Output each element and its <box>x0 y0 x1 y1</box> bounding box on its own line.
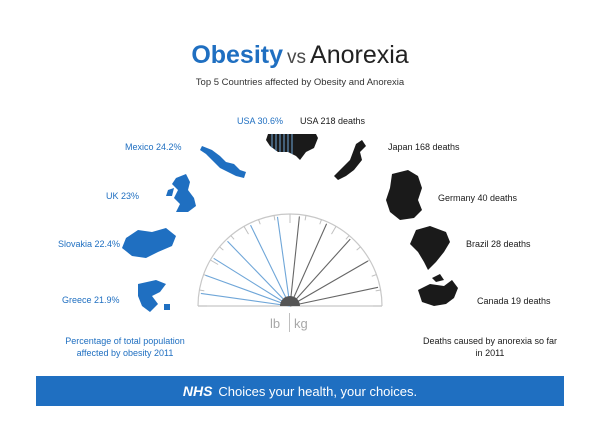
anorexia-maps <box>334 140 458 306</box>
gauge-tick <box>230 235 235 240</box>
greece-map <box>138 280 170 312</box>
gauge-tick <box>199 289 205 292</box>
gauge-tick <box>331 226 337 235</box>
page-title: Obesity vs Anorexia <box>0 40 600 73</box>
gauge <box>197 213 383 307</box>
anorexia-needle <box>289 238 351 307</box>
obesity-maps <box>122 134 318 312</box>
obesity-needle <box>227 240 291 307</box>
gauge-tick <box>219 246 224 251</box>
gauge-tick <box>319 219 322 225</box>
obesity-label-usa: USA 30.6% <box>237 116 284 126</box>
gauge-tick <box>243 226 249 235</box>
uk-map <box>166 174 196 212</box>
obesity-label-greece: Greece 21.9% <box>62 295 120 305</box>
canada-map <box>418 274 458 306</box>
unit-lb: lb <box>270 316 281 331</box>
mexico-map <box>200 146 246 178</box>
anorexia-note: Deaths caused by anorexia so far in 2011 <box>422 336 558 358</box>
anorexia-label-usa: USA 218 deaths <box>300 116 366 126</box>
anorexia-label-brazil: Brazil 28 deaths <box>466 239 531 249</box>
gauge-tick <box>273 215 276 221</box>
title-anorexia: Anorexia <box>310 41 409 69</box>
gauge-needles <box>200 216 379 307</box>
gauge-tick <box>258 219 261 225</box>
nhs-logo: NHS <box>182 383 213 399</box>
obesity-needle <box>213 257 291 307</box>
japan-map <box>334 140 366 180</box>
gauge-tick <box>210 259 219 265</box>
obesity-label-uk: UK 23% <box>106 191 140 201</box>
unit-separator <box>289 313 290 332</box>
gauge-tick <box>304 215 307 221</box>
anorexia-needle <box>289 260 369 307</box>
gauge-tick <box>371 274 377 277</box>
obesity-needle <box>205 274 291 307</box>
anorexia-needle <box>289 286 379 307</box>
anorexia-needle <box>289 223 328 307</box>
obesity-note: Percentage of total population affected … <box>65 336 185 358</box>
gauge-hub <box>280 296 300 306</box>
brazil-map <box>410 226 450 270</box>
anorexia-needle <box>289 216 300 307</box>
unit-kg: kg <box>294 316 308 331</box>
gauge-tick <box>356 246 361 251</box>
title-obesity: Obesity <box>191 41 284 69</box>
title-vs: vs <box>287 47 307 68</box>
anorexia-label-japan: Japan 168 deaths <box>388 142 460 152</box>
obesity-label-slovakia: Slovakia 22.4% <box>58 239 121 249</box>
anorexia-label-canada: Canada 19 deaths <box>477 296 551 306</box>
obesity-needle <box>276 216 291 307</box>
germany-map <box>386 170 422 220</box>
anorexia-label-germany: Germany 40 deaths <box>438 193 518 203</box>
footer-banner: NHS Choices your health, your choices. <box>36 376 564 406</box>
gauge-tick <box>345 235 350 240</box>
slovakia-map <box>122 228 176 258</box>
obesity-needle <box>200 292 291 307</box>
page-subtitle: Top 5 Countries affected by Obesity and … <box>195 77 405 88</box>
footer-tagline: Choices your health, your choices. <box>218 383 418 399</box>
gauge-tick <box>375 289 381 292</box>
usa-obesity-map <box>266 134 318 160</box>
obesity-needle <box>250 224 291 307</box>
obesity-label-mexico: Mexico 24.2% <box>125 142 182 152</box>
